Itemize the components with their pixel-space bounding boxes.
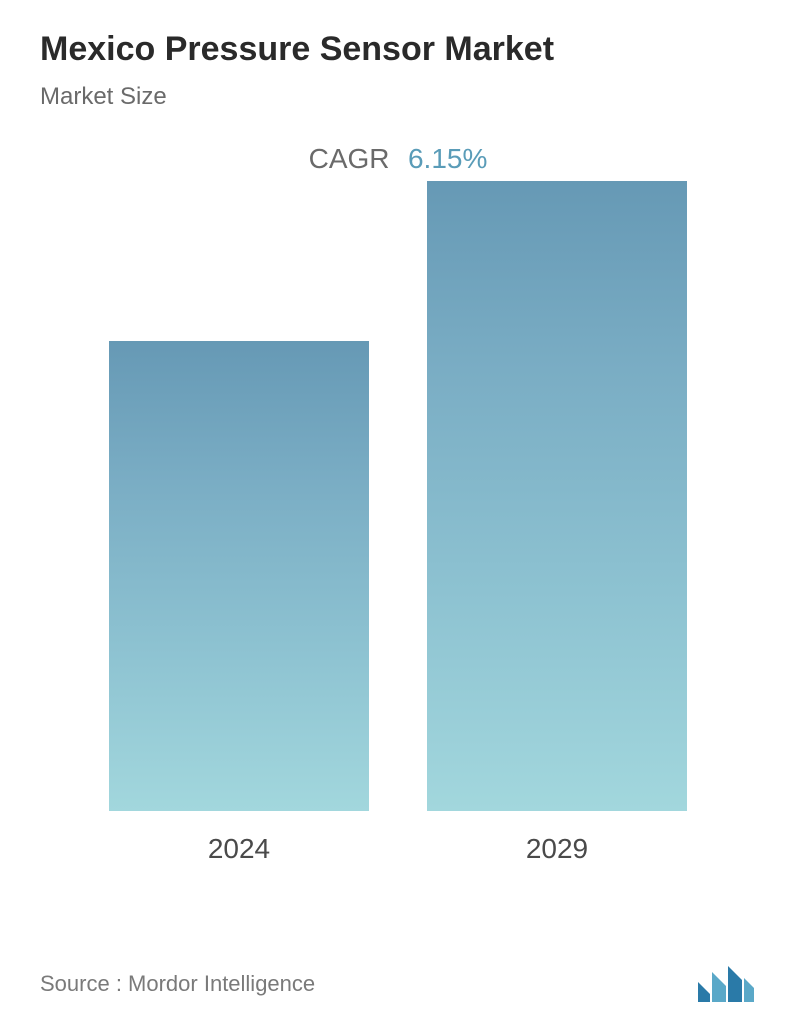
chart-subtitle: Market Size	[40, 83, 756, 111]
bar-label-2024: 2024	[208, 833, 270, 865]
bar-chart: 2024 2029	[40, 225, 756, 865]
cagr-row: CAGR 6.15%	[40, 143, 756, 175]
chart-footer: Source : Mordor Intelligence	[40, 964, 756, 1004]
bar-label-2029: 2029	[526, 833, 588, 865]
source-text: Source : Mordor Intelligence	[40, 971, 315, 997]
bar-2029	[427, 181, 687, 811]
bar-group-2024: 2024	[109, 341, 369, 865]
bar-group-2029: 2029	[427, 181, 687, 865]
cagr-label: CAGR	[309, 143, 390, 174]
chart-title: Mexico Pressure Sensor Market	[40, 30, 756, 69]
bar-2024	[109, 341, 369, 811]
mordor-logo-icon	[696, 964, 756, 1004]
cagr-value: 6.15%	[408, 143, 487, 174]
